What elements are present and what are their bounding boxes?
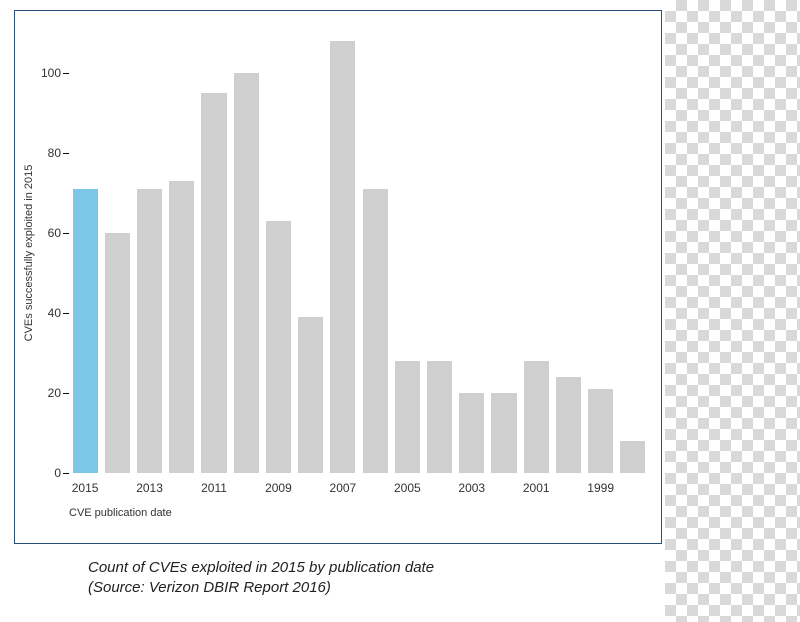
y-tick-label: 80: [31, 146, 61, 160]
bar: [137, 189, 162, 473]
bar: [524, 361, 549, 473]
y-tick-label: 0: [31, 466, 61, 480]
x-axis-title: CVE publication date: [69, 507, 172, 519]
bar: [491, 393, 516, 473]
bar: [105, 233, 130, 473]
bar: [330, 41, 355, 473]
x-tick-label: 2009: [265, 481, 292, 495]
y-tick-label: 60: [31, 226, 61, 240]
x-tick-label: 2003: [458, 481, 485, 495]
bar: [201, 93, 226, 473]
x-tick-label: 1999: [587, 481, 614, 495]
caption-line-1: Count of CVEs exploited in 2015 by publi…: [88, 558, 434, 578]
bar: [459, 393, 484, 473]
bar: [427, 361, 452, 473]
y-tick-label: 20: [31, 386, 61, 400]
x-tick-label: 2005: [394, 481, 421, 495]
bar: [266, 221, 291, 473]
bar: [556, 377, 581, 473]
plot-area: CVEs successfully exploited in 2015 0204…: [69, 33, 649, 473]
bar: [73, 189, 98, 473]
y-tick-label: 100: [31, 66, 61, 80]
x-tick-label: 2011: [201, 481, 227, 495]
bar: [363, 189, 388, 473]
transparency-checker: [665, 0, 800, 622]
y-tick-label: 40: [31, 306, 61, 320]
caption-line-2: (Source: Verizon DBIR Report 2016): [88, 578, 434, 598]
bar: [588, 389, 613, 473]
bar: [298, 317, 323, 473]
x-tick-label: 2013: [136, 481, 163, 495]
bars-container: 201520132011200920072005200320011999: [69, 33, 649, 473]
x-tick-label: 2001: [523, 481, 550, 495]
y-tick: [63, 473, 69, 474]
x-tick-label: 2015: [72, 481, 99, 495]
x-tick-label: 2007: [330, 481, 357, 495]
chart-frame: CVEs successfully exploited in 2015 0204…: [14, 10, 662, 544]
bar: [620, 441, 645, 473]
bar: [234, 73, 259, 473]
bar: [169, 181, 194, 473]
chart-caption: Count of CVEs exploited in 2015 by publi…: [88, 558, 434, 599]
bar: [395, 361, 420, 473]
